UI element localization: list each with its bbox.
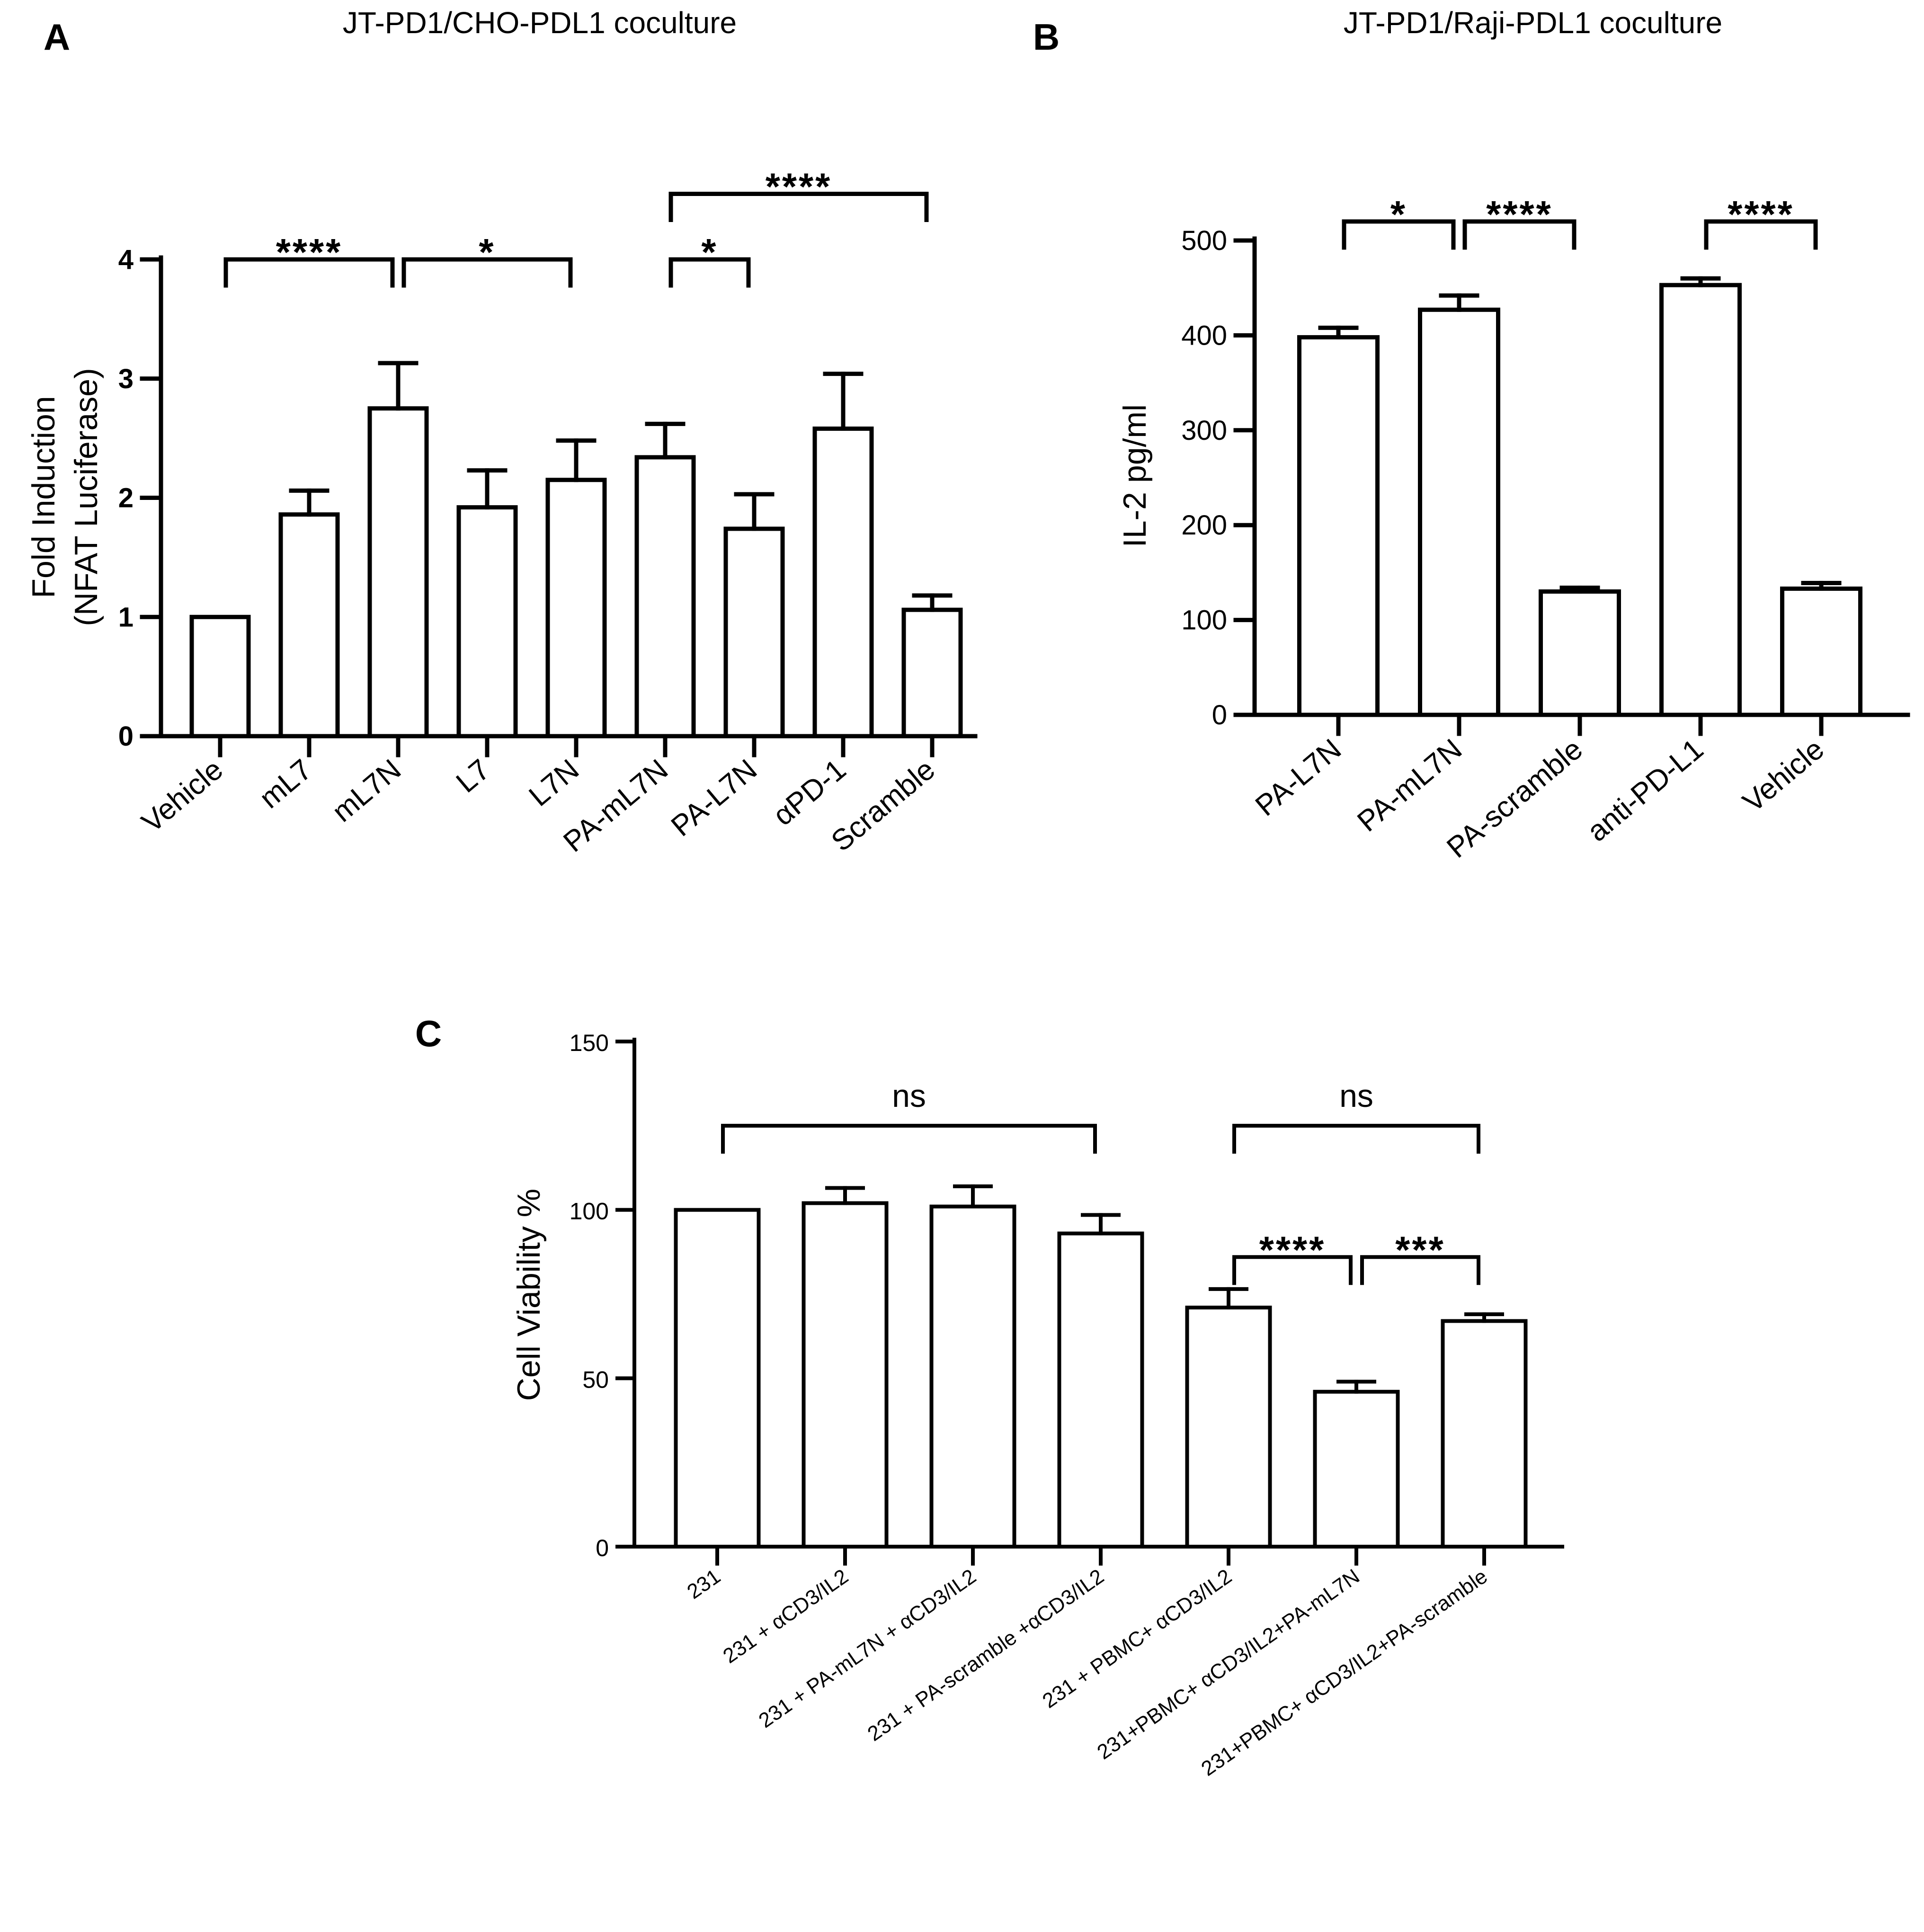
- significance-bracket: [401, 257, 573, 288]
- category-label: anti-PD-L1: [1581, 733, 1710, 848]
- y-axis-title: (NFAT Luciferase): [68, 368, 104, 626]
- bar: [802, 1201, 889, 1549]
- category-label: 231+PBMC+ αCD3/IL2+PA-mL7N: [1093, 1565, 1364, 1764]
- panel-b: B JT-PD1/Raji-PDL1 coculture IL-2 pg/ml 0 10…: [1033, 6, 1910, 864]
- category-label: mL7N: [326, 753, 407, 828]
- chart-title: JT-PD1/Raji-PDL1 coculture: [1344, 6, 1722, 40]
- significance-label: ns: [892, 1078, 926, 1114]
- y-tick-label: 0: [596, 1535, 609, 1561]
- y-tick-label: 0: [1212, 700, 1227, 730]
- bar: [634, 455, 696, 739]
- y-tick-label: 4: [118, 244, 134, 275]
- bar: [723, 526, 785, 739]
- category-label: 231 + PA-scramble +αCD3/IL2: [864, 1565, 1108, 1746]
- bar: [1539, 589, 1621, 717]
- bar: [901, 607, 963, 739]
- bar: [456, 505, 518, 739]
- y-tick-label: 300: [1181, 415, 1227, 446]
- panel-letter: C: [415, 1013, 442, 1054]
- y-axis-title: Cell Viability %: [511, 1189, 547, 1401]
- category-label: Vehicle: [1737, 733, 1830, 819]
- bar: [674, 1208, 761, 1549]
- y-tick-label: 2: [118, 483, 134, 514]
- bar: [1313, 1389, 1400, 1549]
- significance-bracket: [668, 192, 929, 223]
- y-tick-label: 500: [1181, 225, 1227, 256]
- significance-bracket: [1360, 1255, 1480, 1285]
- y-tick-label: 150: [570, 1030, 609, 1056]
- category-label: PA-L7N: [1249, 733, 1347, 822]
- y-axis-title: IL-2 pg/ml: [1117, 404, 1153, 547]
- y-tick-label: 1: [118, 602, 134, 632]
- bar: [367, 406, 429, 739]
- category-label: 231 + PA-mL7N + αCD3/IL2: [755, 1565, 980, 1732]
- y-tick-label: 50: [582, 1366, 609, 1393]
- significance-bracket: [668, 257, 751, 288]
- significance-label: ****: [1486, 193, 1553, 235]
- y-tick-label: 100: [570, 1198, 609, 1225]
- y-tick-label: 0: [118, 721, 134, 752]
- category-label: L7: [450, 753, 496, 799]
- significance-label: ns: [1339, 1078, 1373, 1114]
- bar: [278, 512, 340, 739]
- significance-bracket: [1462, 219, 1577, 250]
- significance-label: *: [1390, 193, 1407, 235]
- significance-label: ****: [1259, 1229, 1326, 1271]
- category-label: PA-L7N: [665, 753, 763, 843]
- category-label: 231: [683, 1565, 724, 1603]
- category-label: Vehicle: [135, 753, 229, 839]
- y-tick-label: 200: [1181, 510, 1227, 541]
- category-label: mL7: [253, 753, 318, 815]
- y-axis-title: Fold Induction: [26, 396, 62, 598]
- significance-bracket: [1342, 219, 1456, 250]
- bar: [1780, 586, 1862, 717]
- bar: [545, 478, 607, 739]
- bar: [1057, 1231, 1144, 1549]
- significance-label: ****: [1728, 193, 1794, 235]
- significance-bracket: [223, 257, 395, 288]
- y-tick-label: 100: [1181, 605, 1227, 636]
- significance-label: *: [479, 231, 495, 273]
- significance-label: ***: [1395, 1229, 1445, 1271]
- chart-title: JT-PD1/CHO-PDL1 coculture: [343, 6, 737, 40]
- significance-bracket: [1232, 1123, 1480, 1154]
- category-label: PA-mL7N: [1351, 733, 1468, 838]
- y-tick-label: 400: [1181, 320, 1227, 351]
- category-label: 231 + αCD3/IL2: [719, 1565, 852, 1668]
- panel-a: A JT-PD1/CHO-PDL1 coculture Fold Induction…: [26, 6, 978, 859]
- bar: [189, 614, 251, 739]
- bar: [1418, 307, 1500, 717]
- significance-bracket: [1704, 219, 1818, 250]
- panel-letter: B: [1033, 16, 1060, 58]
- significance-label: ****: [276, 231, 343, 273]
- category-label: L7N: [523, 753, 585, 813]
- panel-letter: A: [44, 16, 70, 58]
- bar: [1659, 283, 1742, 717]
- bar: [1185, 1305, 1272, 1549]
- significance-label: ****: [766, 166, 832, 208]
- significance-label: *: [701, 231, 718, 273]
- bar: [1297, 335, 1380, 717]
- significance-bracket: [721, 1123, 1097, 1154]
- bar: [1441, 1319, 1528, 1549]
- category-label: αPD-1: [767, 753, 852, 832]
- significance-bracket: [1232, 1255, 1353, 1285]
- bar: [929, 1204, 1016, 1549]
- y-tick-label: 3: [118, 364, 134, 394]
- bar: [812, 426, 874, 739]
